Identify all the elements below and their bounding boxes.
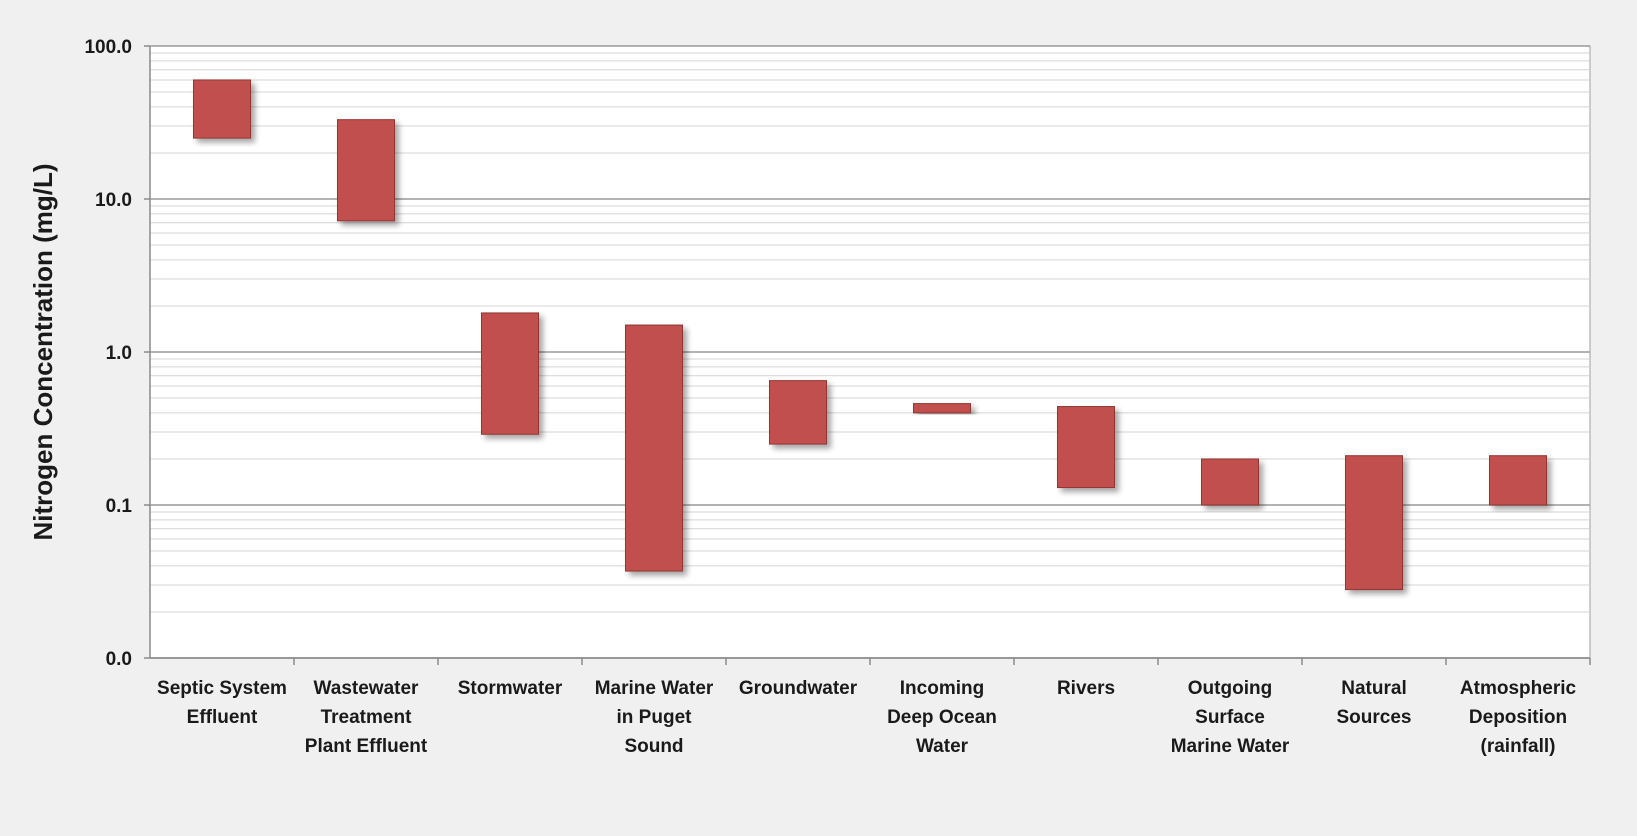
x-tick-label: Rivers [1057, 678, 1115, 699]
x-tick-label: Stormwater [458, 678, 563, 699]
x-tick-label: Wastewater Treatment Plant Effluent [305, 678, 428, 757]
y-tick-label: 10.0 [95, 190, 132, 211]
bars [193, 79, 1547, 591]
range-bar [1201, 458, 1259, 506]
range-bar [193, 79, 251, 139]
range-bar [769, 380, 827, 445]
range-bar [337, 119, 395, 222]
x-tick-label: Natural Sources [1337, 678, 1412, 728]
x-tick-label: Outgoing Surface Marine Water [1171, 678, 1290, 757]
range-bar [625, 324, 683, 572]
range-bar [1345, 455, 1403, 591]
range-bar [1489, 455, 1547, 506]
range-bar [913, 403, 971, 414]
x-tick-label: Atmospheric Deposition (rainfall) [1460, 678, 1577, 757]
y-tick-label: 100.0 [84, 37, 132, 58]
axes [144, 45, 1591, 665]
y-tick-label: 0.0 [106, 649, 132, 670]
y-tick-label: 1.0 [106, 343, 132, 364]
x-tick-label: Incoming Deep Ocean Water [887, 678, 997, 757]
y-axis-title: Nitrogen Concentration (mg/L) [28, 164, 58, 541]
x-tick-label: Marine Water in Puget Sound [595, 678, 714, 757]
x-tick-label: Groundwater [739, 678, 858, 699]
range-bar [481, 312, 539, 435]
x-tick-label: Septic System Effluent [157, 678, 287, 728]
labels: 100.0 10.0 1.0 0.1 0.0 Septic System Effluent W… [84, 37, 1576, 757]
y-tick-label: 0.1 [106, 496, 133, 517]
range-bar [1057, 406, 1115, 489]
